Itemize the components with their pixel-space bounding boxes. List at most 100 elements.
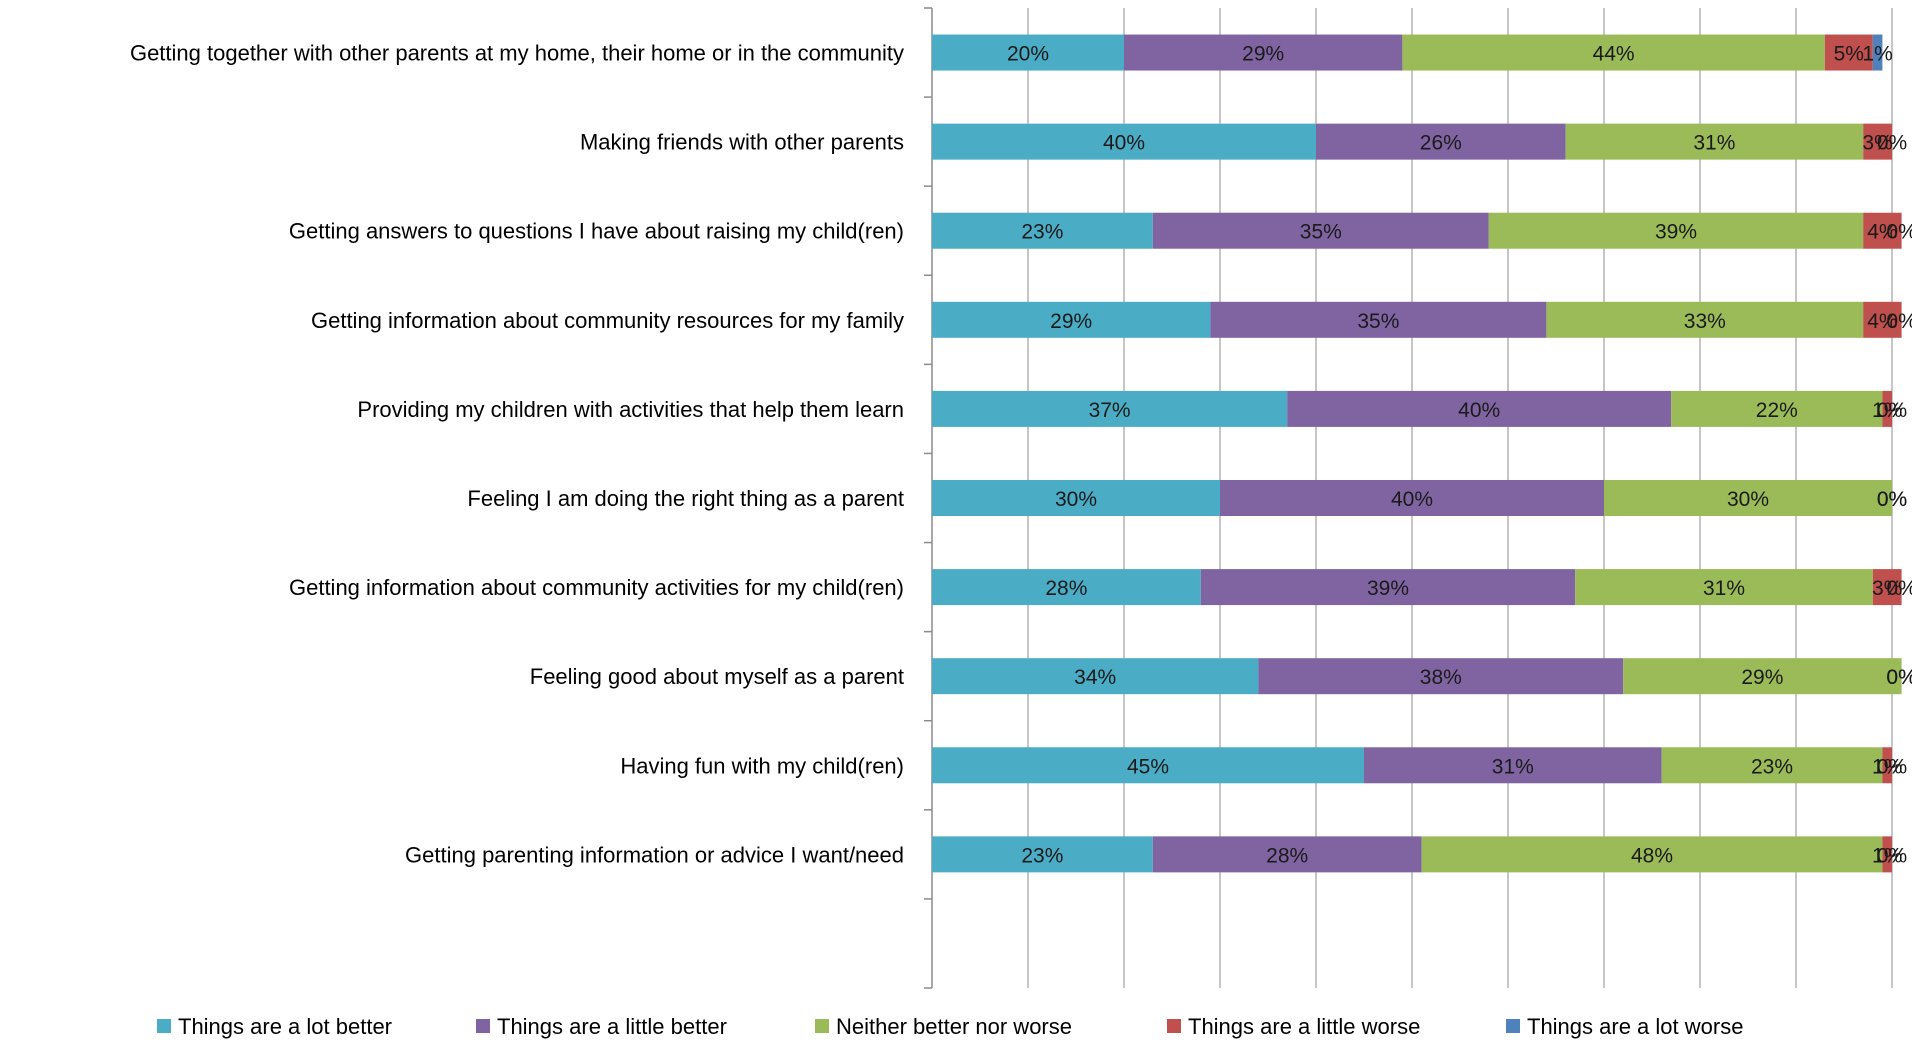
bar-segment [1364, 747, 1662, 784]
bar-segment [1258, 658, 1624, 695]
data-label: 29% [1242, 43, 1284, 66]
bar-segment [932, 212, 1153, 249]
bar-segment [1421, 836, 1883, 873]
bar-segment [932, 34, 1124, 71]
legend-swatch [1167, 1019, 1181, 1033]
data-label: 30% [1727, 488, 1769, 511]
bar-segment [932, 123, 1316, 160]
data-label: 29% [1050, 310, 1092, 333]
data-label: 0% [1886, 666, 1912, 689]
category-axis [924, 7, 933, 989]
category-label: Having fun with my child(ren) [620, 753, 904, 778]
legend-swatch [157, 1019, 171, 1033]
legend-label: Things are a little better [497, 1014, 727, 1039]
data-label: 0% [1877, 399, 1907, 422]
data-label: 31% [1693, 132, 1735, 155]
data-label: 23% [1021, 221, 1063, 244]
data-label: 45% [1127, 755, 1169, 778]
legend-label: Neither better nor worse [836, 1014, 1072, 1039]
data-label: 33% [1684, 310, 1726, 333]
data-label: 3% [1862, 132, 1892, 155]
bar-segment [932, 658, 1259, 695]
bar-segment [932, 301, 1211, 338]
category-label: Getting information about community reso… [311, 308, 904, 333]
bar-segment [932, 836, 1153, 873]
data-label: 31% [1703, 577, 1745, 600]
data-label: 39% [1655, 221, 1697, 244]
data-label: 3% [1872, 577, 1902, 600]
category-label: Getting parenting information or advice … [405, 842, 904, 867]
category-label: Making friends with other parents [580, 130, 904, 155]
data-label: 28% [1266, 844, 1308, 867]
legend: Things are a lot better Things are a litt… [157, 1014, 1743, 1039]
data-label: 40% [1458, 399, 1500, 422]
bar-segment [1604, 480, 1892, 516]
bar-segment [1882, 390, 1892, 427]
category-label: Providing my children with activities th… [357, 397, 904, 422]
bar-segment [932, 390, 1288, 427]
bar-segment [1882, 747, 1892, 784]
category-labels: Getting together with other parents at m… [130, 41, 904, 868]
data-label: 38% [1420, 666, 1462, 689]
data-label: 30% [1055, 488, 1097, 511]
data-label: 0% [1877, 755, 1907, 778]
data-label: 40% [1103, 132, 1145, 155]
category-label: Getting answers to questions I have abou… [289, 219, 904, 244]
bar-segment [1661, 747, 1883, 784]
bar-segment [1546, 301, 1864, 338]
bar-segment [1402, 34, 1825, 71]
data-label: 39% [1367, 577, 1409, 600]
category-label: Feeling I am doing the right thing as a … [467, 486, 904, 511]
data-label: 29% [1741, 666, 1783, 689]
data-label: 22% [1756, 399, 1798, 422]
legend-swatch [815, 1019, 829, 1033]
legend-label: Things are a lot better [178, 1014, 392, 1039]
legend-label: Things are a lot worse [1527, 1014, 1743, 1039]
bar-segment [1124, 34, 1403, 71]
data-label: 23% [1751, 755, 1793, 778]
data-label: 20% [1007, 43, 1049, 66]
data-label: 28% [1045, 577, 1087, 600]
legend-swatch [1506, 1019, 1520, 1033]
data-label: 0% [1877, 488, 1907, 511]
bar-segment [1872, 569, 1902, 606]
bar-segment [1623, 658, 1902, 695]
data-label: 34% [1074, 666, 1116, 689]
data-label: 5% [1834, 43, 1864, 66]
bar-segment [932, 569, 1201, 606]
data-label: 0% [1886, 666, 1912, 689]
legend-label: Things are a little worse [1188, 1014, 1420, 1039]
bar-segment [1575, 569, 1873, 606]
legend-swatch [476, 1019, 490, 1033]
bar-segment [1152, 836, 1422, 873]
bar-segment [1863, 301, 1902, 338]
bar-segment [1488, 212, 1864, 249]
category-label: Getting information about community acti… [289, 575, 904, 600]
data-label: 0% [1877, 488, 1907, 511]
data-label: 0% [1886, 310, 1912, 333]
bar-segment [932, 747, 1364, 784]
bar-segment [1152, 212, 1489, 249]
data-labels: 20%29%44%5%1%40%26%31%3%0%23%35%39%4%0%2… [1007, 43, 1912, 868]
bar-segment [932, 480, 1220, 516]
data-label: 31% [1492, 755, 1534, 778]
data-label: 37% [1089, 399, 1131, 422]
data-label: 4% [1867, 310, 1897, 333]
data-label: 26% [1420, 132, 1462, 155]
bar-segment [1882, 836, 1892, 873]
bars [932, 34, 1902, 873]
bar-segment [1287, 390, 1672, 427]
data-label: 48% [1631, 844, 1673, 867]
data-label: 35% [1357, 310, 1399, 333]
data-label: 44% [1593, 43, 1635, 66]
bar-segment [1200, 569, 1576, 606]
bar-segment [1220, 480, 1604, 516]
data-label: 1% [1872, 755, 1902, 778]
data-label: 1% [1872, 844, 1902, 867]
data-label: 23% [1021, 844, 1063, 867]
bar-segment [1565, 123, 1864, 160]
data-label: 1% [1872, 399, 1902, 422]
data-label: 0% [1886, 577, 1912, 600]
data-label: 0% [1877, 132, 1907, 155]
